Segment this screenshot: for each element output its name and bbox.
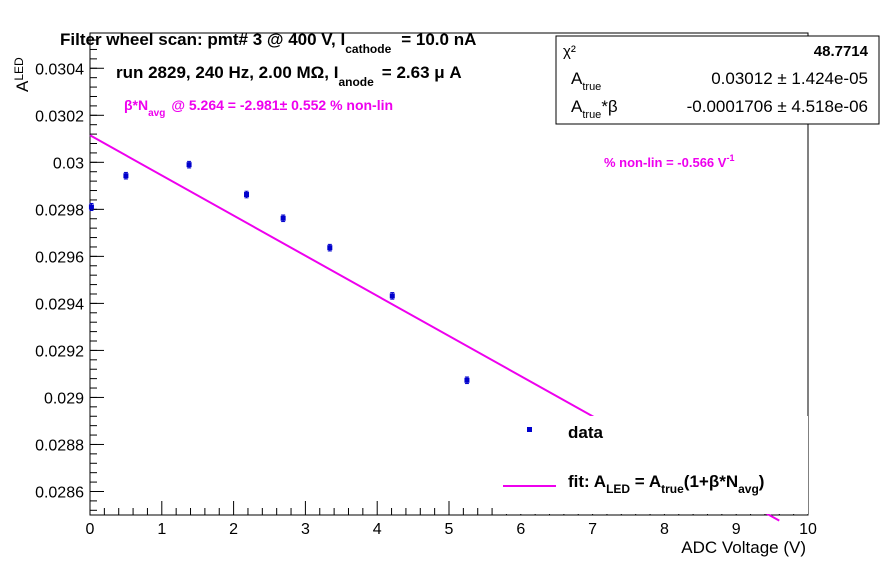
x-tick-label: 5 (445, 521, 454, 538)
stats-atrue-beta-label: Atrue*β (571, 97, 618, 121)
y-tick-label: 0.0288 (35, 437, 84, 454)
data-point (244, 192, 250, 198)
data-point (186, 162, 192, 168)
beta-annotation: β*Navg@ 5.264 = -2.981± 0.552 % non-lin (124, 97, 393, 119)
legend-fit-label: fit: ALED = Atrue(1+β*Navg) (568, 472, 764, 496)
axis-ticks: 0 1 2 3 4 5 6 7 8 9 10 0.0286 0.0288 0.029 0.0292 0.029… (35, 39, 817, 538)
legend-data-label: data (568, 423, 604, 442)
run-info: run 2829, 240 Hz, 2.00 MΩ, Ianode = 2.63 … (116, 63, 462, 89)
data-point (280, 215, 286, 221)
x-tick-label: 7 (588, 521, 597, 538)
x-tick-label: 2 (229, 521, 238, 538)
stats-atrue-label: Atrue (571, 69, 601, 93)
data-point (464, 377, 470, 383)
stats-atrue-beta-value: -0.0001706 ± 4.518e-06 (687, 97, 868, 116)
x-tick-label: 0 (86, 521, 95, 538)
nonlin-annotation: % non-lin = -0.566 V-1 (604, 153, 734, 170)
y-tick-label: 0.0298 (35, 202, 84, 219)
x-tick-label: 8 (660, 521, 669, 538)
x-tick-label: 3 (301, 521, 310, 538)
stats-atrue-value: 0.03012 ± 1.424e-05 (711, 69, 868, 88)
y-axis-label: ALED (12, 57, 32, 92)
stats-box: χ² 48.7714 Atrue 0.03012 ± 1.424e-05 Atr… (555, 35, 880, 125)
y-tick-label: 0.0292 (35, 343, 84, 360)
x-tick-label: 1 (157, 521, 166, 538)
x-axis-label: ADC Voltage (V) (681, 538, 806, 557)
data-point (88, 204, 94, 210)
y-tick-label: 0.0304 (35, 61, 84, 78)
stats-chi2-label: χ² (563, 43, 576, 60)
x-tick-label: 4 (373, 521, 382, 538)
y-tick-label: 0.0286 (35, 484, 84, 501)
data-point (389, 293, 395, 299)
x-tick-label: 6 (516, 521, 525, 538)
y-tick-label: 0.0296 (35, 249, 84, 266)
y-tick-label: 0.03 (53, 155, 84, 172)
y-tick-label: 0.0302 (35, 108, 84, 125)
data-point (327, 245, 333, 251)
legend: data fit: ALED = Atrue(1+β*Navg) (500, 416, 808, 514)
y-tick-label: 0.0294 (35, 296, 84, 313)
chart-title: Filter wheel scan: pmt# 3 @ 400 V, Icath… (60, 30, 476, 56)
x-tick-label: 10 (799, 521, 817, 538)
data-point (123, 173, 129, 179)
y-tick-label: 0.029 (44, 390, 84, 407)
stats-chi2-value: 48.7714 (814, 43, 869, 60)
x-tick-label: 9 (732, 521, 741, 538)
legend-data-marker (527, 427, 532, 432)
